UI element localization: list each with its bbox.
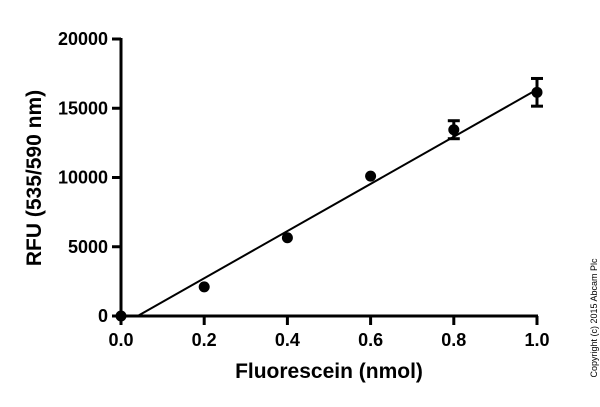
y-tick-label: 10000 bbox=[58, 168, 108, 188]
y-tick-label: 20000 bbox=[58, 29, 108, 49]
data-point bbox=[198, 281, 210, 293]
data-point bbox=[531, 86, 543, 98]
x-tick-label: 0.2 bbox=[192, 330, 217, 350]
y-tick-label: 0 bbox=[98, 306, 108, 326]
x-ticks: 0.0 0.2 0.4 0.6 0.8 1.0 bbox=[108, 316, 550, 350]
x-tick-label: 0.4 bbox=[275, 330, 300, 350]
y-axis-title: RFU (535/590 nm) bbox=[23, 90, 46, 266]
axes bbox=[119, 38, 538, 318]
data-point bbox=[115, 310, 127, 322]
x-tick-label: 1.0 bbox=[524, 330, 549, 350]
y-ticks: 0 5000 10000 15000 20000 bbox=[58, 29, 121, 326]
fit-line bbox=[137, 88, 538, 317]
x-tick-label: 0.8 bbox=[441, 330, 466, 350]
data-points bbox=[115, 76, 543, 322]
y-tick-label: 5000 bbox=[68, 237, 108, 257]
x-tick-label: 0.6 bbox=[358, 330, 383, 350]
y-tick-label: 15000 bbox=[58, 98, 108, 118]
data-point bbox=[281, 232, 293, 244]
x-tick-label: 0.0 bbox=[108, 330, 133, 350]
data-point bbox=[365, 170, 377, 182]
data-point bbox=[448, 124, 460, 136]
x-axis-title: Fluorescein (nmol) bbox=[235, 360, 423, 383]
copyright-text: Copyright (c) 2015 Abcam Plc bbox=[589, 258, 599, 378]
fit-line-group bbox=[137, 88, 538, 317]
